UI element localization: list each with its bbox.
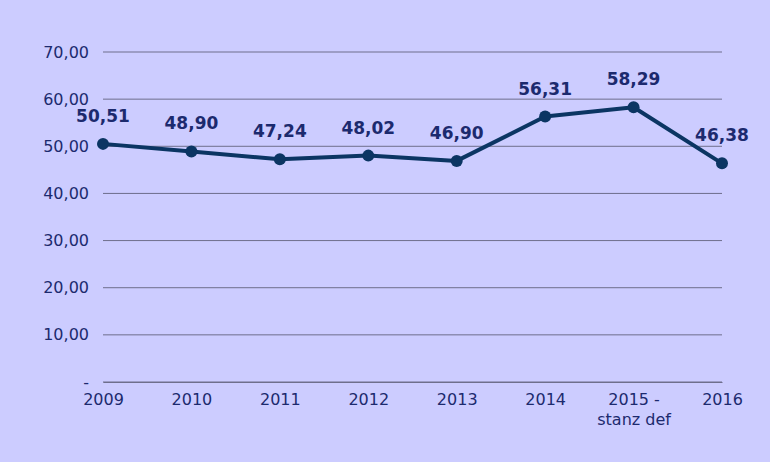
x-tick-label: 2010 bbox=[172, 390, 213, 409]
grid-line bbox=[103, 146, 722, 147]
x-tick-label: 2014 bbox=[525, 390, 566, 409]
y-tick: 20,00 bbox=[43, 278, 103, 297]
marker bbox=[628, 101, 640, 113]
y-tick: - bbox=[83, 373, 103, 392]
grid-line bbox=[103, 52, 722, 53]
y-tick-label: 70,00 bbox=[43, 43, 89, 62]
y-tick-label: - bbox=[83, 373, 89, 392]
x-tick-label: 2016 bbox=[702, 390, 743, 409]
marker bbox=[185, 145, 197, 157]
y-tick: 50,00 bbox=[43, 137, 103, 156]
x-axis: 2009 2010 2011 2012 2013 2014 2015 -stanz def 2… bbox=[83, 382, 743, 429]
x-tick: 2015 -stanz def bbox=[597, 382, 671, 429]
marker bbox=[716, 157, 728, 169]
x-tick: 2010 bbox=[172, 382, 213, 409]
x-tick: 2016 bbox=[702, 382, 743, 409]
marker bbox=[451, 155, 463, 167]
x-tick-label: 2013 bbox=[437, 390, 478, 409]
x-tick: 2011 bbox=[260, 382, 301, 409]
x-tick: 2009 bbox=[83, 382, 124, 409]
x-tick-label: 2009 bbox=[83, 390, 124, 409]
x-tick: 2013 bbox=[437, 382, 478, 409]
background bbox=[0, 0, 770, 462]
grid bbox=[103, 52, 722, 382]
x-tick-label: 2015 -stanz def bbox=[597, 390, 671, 429]
grid-line bbox=[103, 99, 722, 100]
grid-line bbox=[103, 240, 722, 241]
data-label: 46,38 bbox=[695, 125, 749, 145]
y-tick-label: 40,00 bbox=[43, 184, 89, 203]
data-label: 48,90 bbox=[165, 113, 219, 133]
data-label: 58,29 bbox=[607, 69, 661, 89]
y-tick: 40,00 bbox=[43, 184, 103, 203]
y-tick-label: 30,00 bbox=[43, 231, 89, 250]
grid-line bbox=[103, 382, 722, 383]
y-tick: 10,00 bbox=[43, 325, 103, 344]
grid-line bbox=[103, 334, 722, 335]
plot-area bbox=[97, 101, 728, 169]
data-label: 47,24 bbox=[253, 121, 307, 141]
x-tick: 2012 bbox=[348, 382, 389, 409]
line bbox=[103, 107, 722, 163]
marker bbox=[97, 138, 109, 150]
data-label: 56,31 bbox=[518, 79, 572, 99]
x-tick-label: 2012 bbox=[348, 390, 389, 409]
data-label: 48,02 bbox=[341, 118, 395, 138]
y-axis-line bbox=[103, 53, 104, 383]
y-tick: 70,00 bbox=[43, 43, 103, 62]
chart: -10,0020,0030,0040,0050,0060,0070,002009… bbox=[0, 0, 770, 462]
y-tick-label: 50,00 bbox=[43, 137, 89, 156]
y-tick: 30,00 bbox=[43, 231, 103, 250]
y-tick-label: 10,00 bbox=[43, 325, 89, 344]
x-axis-line bbox=[104, 382, 723, 383]
marker bbox=[362, 150, 374, 162]
y-tick-label: 20,00 bbox=[43, 278, 89, 297]
y-axis: -10,0020,0030,0040,0050,0060,0070,00 bbox=[43, 43, 103, 392]
marker bbox=[539, 111, 551, 123]
data-label: 50,51 bbox=[76, 106, 130, 126]
data-label: 46,90 bbox=[430, 123, 484, 143]
marker bbox=[274, 153, 286, 165]
x-tick: 2014 bbox=[525, 382, 566, 409]
data-labels: 50,51 48,90 47,24 48,02 46,90 56,31 58,29 46,38 bbox=[76, 69, 749, 145]
grid-line bbox=[103, 287, 722, 288]
grid-line bbox=[103, 193, 722, 194]
x-tick-label: 2011 bbox=[260, 390, 301, 409]
